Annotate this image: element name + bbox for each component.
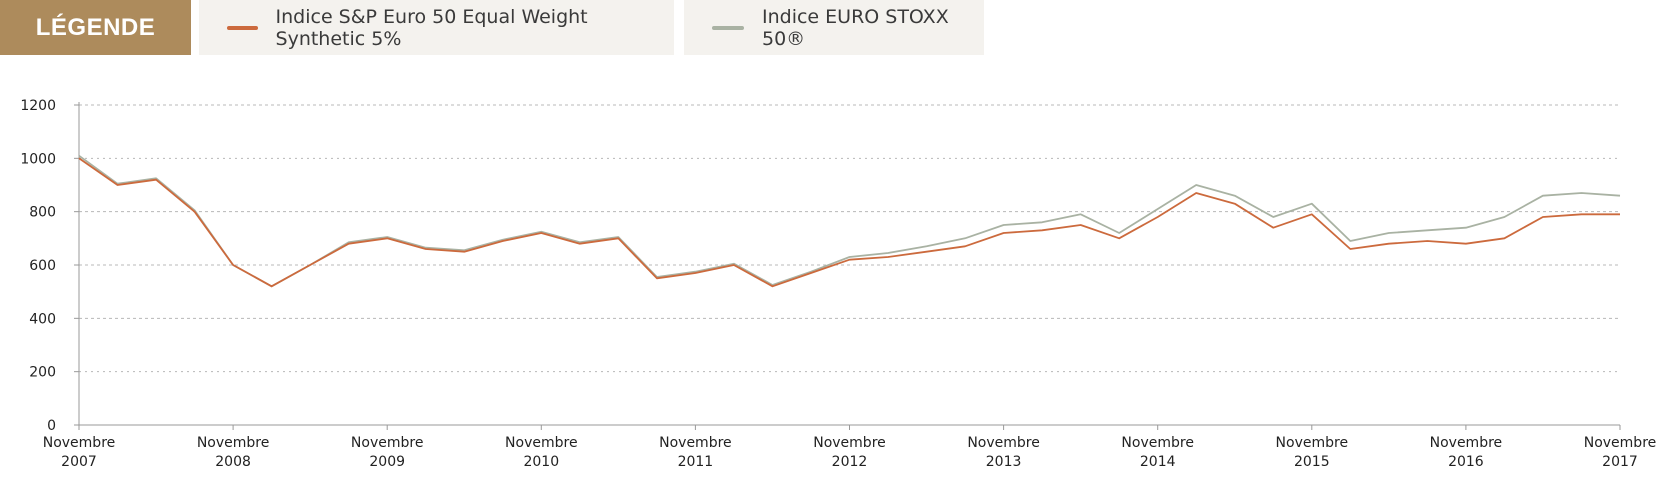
y-tick-label: 600: [29, 258, 56, 274]
y-tick-label: 0: [47, 418, 56, 434]
legend-item-sp-euro-50: Indice S&P Euro 50 Equal Weight Syntheti…: [199, 0, 674, 55]
x-tick-label-year: 2007: [61, 454, 97, 470]
x-tick-label-month: Novembre: [1584, 435, 1657, 451]
x-tick-label-month: Novembre: [505, 435, 578, 451]
x-tick-label-month: Novembre: [1430, 435, 1503, 451]
x-tick-label-month: Novembre: [43, 435, 116, 451]
x-tick-label-year: 2011: [678, 454, 714, 470]
x-tick-label-year: 2010: [523, 454, 559, 470]
y-tick-label: 800: [29, 205, 56, 221]
x-tick-label-month: Novembre: [1276, 435, 1349, 451]
x-tick-label-year: 2013: [986, 454, 1022, 470]
x-tick-label-year: 2012: [832, 454, 868, 470]
x-tick-label-year: 2015: [1294, 454, 1330, 470]
legend-title: LÉGENDE: [0, 0, 191, 55]
y-tick-label: 200: [29, 365, 56, 381]
x-tick-label-month: Novembre: [659, 435, 732, 451]
line-chart: 0 200 400 600 800 1000 1200 Novembre 2007 Novembr…: [20, 98, 1657, 470]
x-tick-label-year: 2008: [215, 454, 251, 470]
series-line-sp-euro-50: [78, 157, 1620, 288]
x-tick-label-month: Novembre: [1121, 435, 1194, 451]
x-tick-label-month: Novembre: [967, 435, 1040, 451]
legend-item-label: Indice S&P Euro 50 Equal Weight Syntheti…: [275, 5, 588, 50]
x-tick-label-year: 2014: [1140, 454, 1176, 470]
x-tick-label-month: Novembre: [813, 435, 886, 451]
y-tick-label: 1200: [20, 98, 56, 114]
grey-line-swatch-icon: [712, 25, 744, 30]
y-tick-label: 400: [29, 311, 56, 327]
x-tick-label-month: Novembre: [351, 435, 424, 451]
legend: LÉGENDE Indice S&P Euro 50 Equal Weight …: [0, 0, 1665, 55]
y-tick-label: 1000: [20, 151, 56, 167]
x-tick-label-month: Novembre: [197, 435, 270, 451]
orange-line-swatch-icon: [227, 25, 258, 30]
x-tick-label-year: 2017: [1602, 454, 1638, 470]
x-tick-label-year: 2009: [369, 454, 405, 470]
x-tick-label-year: 2016: [1448, 454, 1484, 470]
legend-item-euro-stoxx-50: Indice EURO STOXX 50®: [684, 0, 984, 55]
series-line-euro-stoxx-50: [78, 154, 1621, 288]
legend-item-label: Indice EURO STOXX 50®: [762, 5, 949, 50]
